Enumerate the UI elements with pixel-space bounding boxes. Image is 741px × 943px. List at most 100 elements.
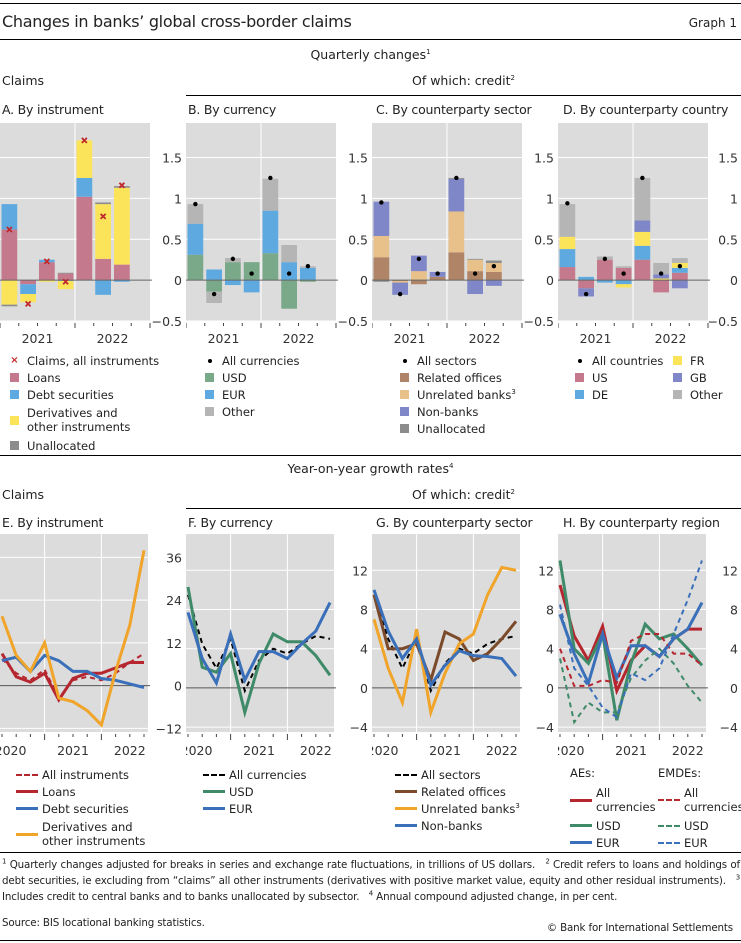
bar-non-banks (448, 178, 465, 212)
footnote-1-num: 1 (2, 857, 7, 866)
legend-label: Other (690, 387, 723, 402)
bar-non-banks (411, 255, 427, 272)
y-tick-label: −0.5 (338, 314, 368, 329)
line-swatch-icon (570, 841, 592, 844)
cross-marker-icon: × (10, 355, 19, 366)
bar-unallocated (114, 186, 130, 188)
bar-non-banks (392, 282, 408, 295)
chart-panel-c: −0.5 0 0.5 1 1.5 2021 2022 (372, 123, 554, 345)
y-tick-label: −4 (536, 720, 554, 735)
bar-us (653, 280, 669, 293)
marker-dot (621, 271, 626, 276)
bottom-rule (0, 940, 741, 941)
bar-eur (206, 269, 222, 281)
chart-panel-b: −0.5 0 0.5 1 1.5 2021 2022 (186, 123, 368, 345)
marker-dot (602, 256, 608, 262)
legend-label: All currencies (222, 353, 300, 368)
bar-derivatives-and-other-instruments (114, 187, 130, 265)
mid-rule (0, 455, 741, 456)
legend-label: EUR (222, 387, 246, 402)
legend-label: Other (222, 404, 255, 419)
legend-item: Derivatives and other instruments (10, 403, 159, 437)
bar-unrelated-banks (467, 259, 483, 272)
line-emdes-all-currencies (559, 633, 703, 687)
y-tick-label: −0.5 (152, 314, 182, 329)
legend-group-heading: EMDEs: (658, 766, 702, 780)
legend-panel-a: × Claims, all instruments Loans Debt securi… (10, 352, 159, 454)
footnote-ref: 2 (510, 487, 516, 496)
color-swatch-icon (10, 415, 19, 425)
color-swatch-icon (673, 356, 682, 365)
marker-cross (118, 182, 126, 189)
legend-panel-h: AEs: All currencies USD EUR EMDEs: All currenci… (570, 766, 741, 851)
color-swatch-icon (205, 373, 214, 382)
legend-item: GB (673, 369, 741, 386)
x-tick-label: 2021 (22, 331, 54, 345)
legend-item: Unallocated (400, 420, 516, 437)
bar-other (615, 266, 632, 268)
y-tick-label: 0.5 (348, 232, 368, 247)
color-swatch-icon (400, 373, 409, 382)
bar-debt-securities (1, 204, 18, 230)
legend-label: Loans (27, 370, 61, 385)
line-swatch-icon (203, 807, 225, 810)
bar-eur (300, 267, 316, 281)
x-tick-label: 2022 (655, 331, 687, 345)
line-swatch-icon (16, 832, 38, 836)
footnote-ref: 2 (510, 73, 516, 82)
chart-panel-d: −0.5 0 0.5 1 1.5 2021 2022 (558, 123, 738, 345)
legend-panel-f: All currencies USD EUR (203, 766, 306, 817)
legend-item: All countries (575, 352, 673, 369)
legend-label-line: other instruments (42, 834, 146, 848)
bar-loans (114, 264, 130, 281)
legend-label: USD (229, 784, 254, 799)
legend-label-line: currencies (684, 800, 741, 814)
legend-label-line: All (596, 786, 611, 800)
footnote-4-num: 4 (368, 889, 374, 898)
y-tick-label: −4 (350, 720, 368, 735)
y-tick-label: −12 (156, 721, 182, 736)
x-tick-label: 2021 (429, 743, 461, 758)
footnote-4-text: Annual compound adjusted change, in per … (373, 891, 618, 903)
legend-label-line: All (684, 786, 699, 800)
panel-c-title: C. By counterparty sector (376, 102, 532, 117)
legend-label: US (592, 370, 608, 385)
plot-background (0, 534, 148, 732)
dashed-line-swatch-icon (658, 841, 680, 844)
legend-item: Derivatives and other instruments (16, 817, 145, 851)
legend-item: EUR (570, 834, 658, 851)
bar-derivatives-and-other-instruments (76, 140, 93, 178)
bar-derivatives-and-other-instruments (20, 294, 36, 303)
marker-dot (230, 256, 236, 262)
legend-item: All instruments (16, 766, 145, 783)
bar-de (615, 280, 632, 285)
legend-item: Other (673, 386, 741, 403)
top-rule (0, 3, 741, 4)
bar-derivatives-and-other-instruments (57, 280, 74, 290)
legend-item: USD (205, 369, 299, 386)
legend-item: Loans (10, 369, 159, 386)
dot-marker-icon (403, 358, 407, 363)
y-tick-label: 1.5 (162, 151, 182, 166)
x-tick-label: 2021 (615, 743, 647, 758)
legend-label: USD (222, 370, 247, 385)
line-swatch-icon (395, 807, 417, 810)
credit-text: Of which: credit (411, 73, 511, 88)
line-swatch-icon (16, 807, 38, 810)
bar-non-banks (486, 280, 502, 286)
legend-label: EUR (684, 835, 708, 850)
legend-label: All currencies (684, 786, 741, 814)
bar-loans (76, 196, 93, 281)
x-tick-label: 2022 (672, 743, 704, 758)
graph-number: Graph 1 (688, 16, 737, 30)
legend-label: Unrelated banks3 (421, 801, 520, 816)
bar-de (597, 280, 613, 283)
y-tick-label: −0.5 (524, 314, 554, 329)
bar-other (672, 258, 688, 263)
bar-debt-securities (114, 280, 130, 282)
bar-fr (559, 236, 576, 250)
line-derivatives-and-other-instruments (0, 550, 146, 728)
claims-label-top: Claims (2, 73, 45, 88)
bar-unallocated (95, 202, 111, 205)
